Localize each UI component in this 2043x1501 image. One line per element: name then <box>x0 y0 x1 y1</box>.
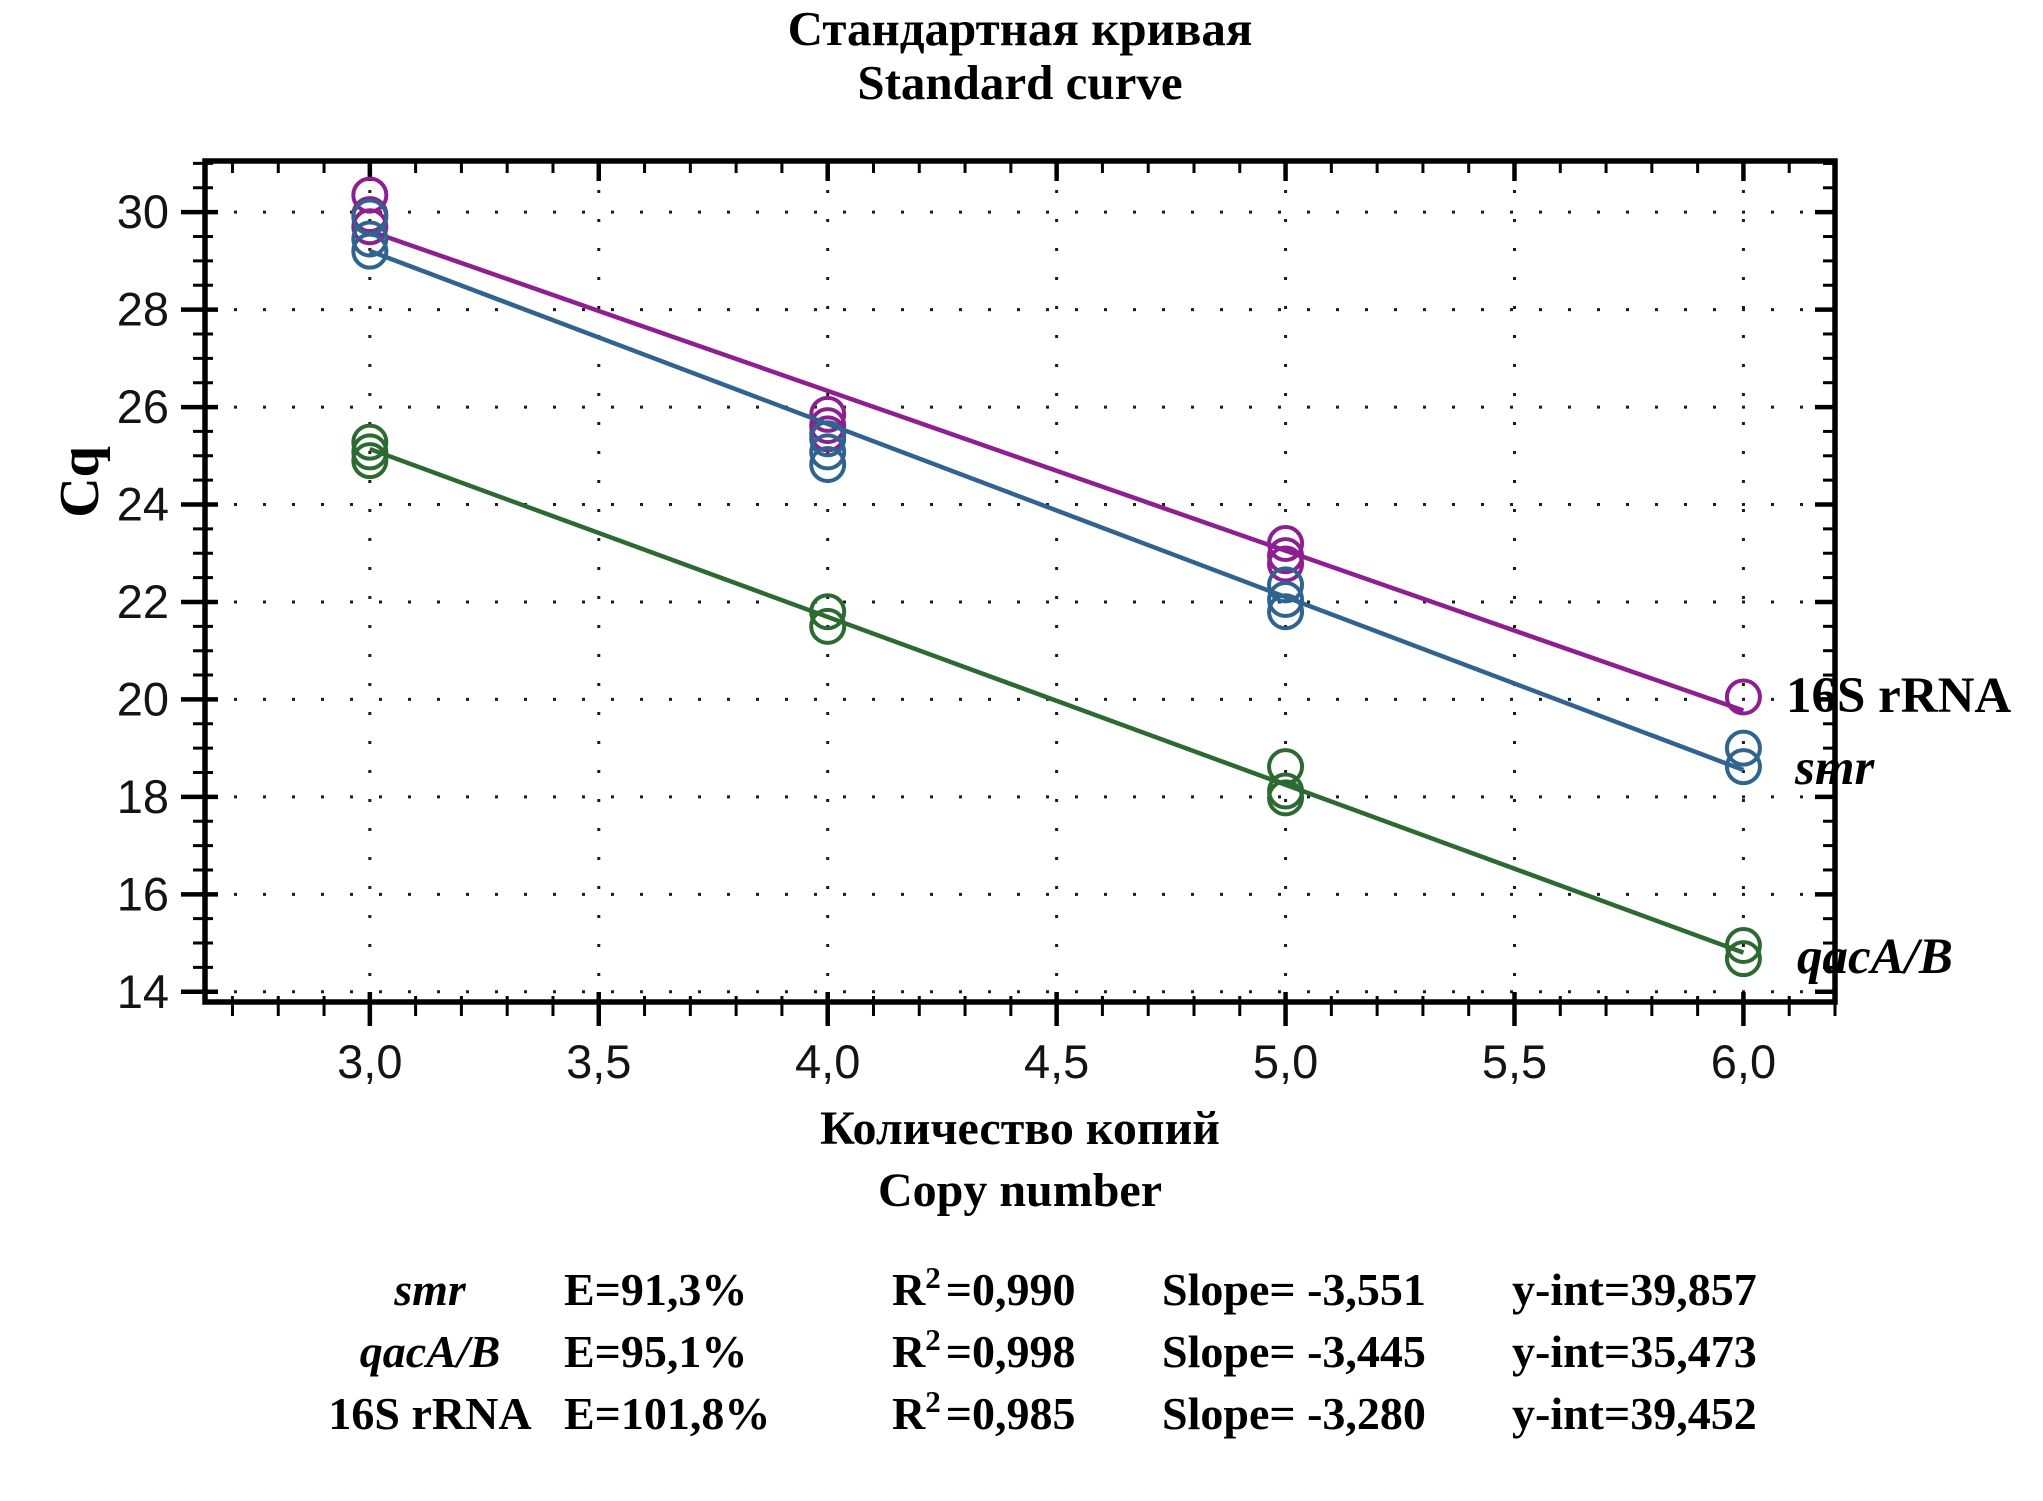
y-tick-label: 18 <box>117 770 169 823</box>
data-point <box>809 593 847 631</box>
data-point <box>1267 566 1305 604</box>
gene-name: qacA/B <box>359 1326 501 1377</box>
slope-value: Slope= -3,280 <box>1162 1388 1426 1439</box>
y-tick-label: 14 <box>117 965 169 1018</box>
efficiency-value: E=91,3% <box>564 1264 748 1315</box>
slope-value: Slope= -3,551 <box>1162 1264 1426 1315</box>
x-tick-label: 4,5 <box>1024 1035 1089 1088</box>
slope-value: Slope= -3,445 <box>1162 1326 1426 1377</box>
data-point <box>1724 926 1762 964</box>
x-tick-label: 3,5 <box>566 1035 631 1088</box>
stats-row-smr: smr E=91,3% R2 =0,990 Slope= -3,551 y-int… <box>0 1260 2043 1321</box>
data-point <box>351 208 389 246</box>
data-point <box>351 220 389 258</box>
y-tick-label: 22 <box>117 575 169 628</box>
y-intercept-value: y-int=35,473 <box>1512 1326 1757 1377</box>
data-point <box>1724 729 1762 767</box>
stats-row-qacab: qacA/B E=95,1% R2 =0,998 Slope= -3,445 y-… <box>0 1322 2043 1383</box>
gene-name: 16S rRNA <box>328 1388 532 1439</box>
chart-title: Стандартная кривая Standard curve <box>205 2 1835 110</box>
y-tick-label: 20 <box>117 672 169 725</box>
x-axis-title-en: Copy number <box>877 1164 1163 1217</box>
x-tick-label: 5,5 <box>1482 1035 1547 1088</box>
y-tick-label: 26 <box>117 380 169 433</box>
data-point <box>809 420 847 458</box>
gene-name: smr <box>394 1264 466 1315</box>
data-point <box>351 232 389 270</box>
data-point <box>1724 748 1762 786</box>
y-intercept-value: y-int=39,452 <box>1512 1388 1757 1439</box>
r-squared-value: R2 =0,998 <box>892 1322 1076 1378</box>
r-squared-value: R2 =0,985 <box>892 1384 1076 1440</box>
y-tick-label: 24 <box>117 478 169 531</box>
regression-line <box>369 446 1745 955</box>
series-label-qacab: qacA/B <box>1797 929 1953 985</box>
data-point <box>1267 779 1305 817</box>
r-squared-value: R2 =0,990 <box>892 1260 1076 1316</box>
data-point <box>809 395 847 433</box>
x-tick-label: 5,0 <box>1253 1035 1318 1088</box>
data-point <box>351 423 389 461</box>
x-axis-title-ru: Количество копий <box>820 1102 1220 1155</box>
data-point <box>1267 524 1305 562</box>
efficiency-value: E=95,1% <box>564 1326 748 1377</box>
r-value: =0,985 <box>945 1388 1076 1439</box>
x-axis-title: Количество копий Copy number <box>205 1098 1835 1222</box>
x-tick-label: 6,0 <box>1711 1035 1776 1088</box>
regression-line <box>369 228 1745 713</box>
y-tick-label: 30 <box>117 185 169 238</box>
x-tick-label: 4,0 <box>795 1035 860 1088</box>
r-exponent: 2 <box>925 1322 941 1357</box>
data-point <box>1267 545 1305 583</box>
y-intercept-value: y-int=39,857 <box>1512 1264 1757 1315</box>
data-point <box>809 433 847 471</box>
data-point <box>351 442 389 480</box>
r-symbol: R <box>892 1264 926 1315</box>
data-point <box>1267 581 1305 619</box>
plot-frame <box>202 158 1838 1005</box>
data-point <box>1724 940 1762 978</box>
data-point <box>809 446 847 484</box>
data-point <box>809 607 847 645</box>
regression-line <box>369 248 1745 773</box>
series-label-smr: smr <box>1795 740 1875 796</box>
series-label-16s-rrna: 16S rRNA <box>1786 668 2012 724</box>
r-exponent: 2 <box>925 1384 941 1419</box>
stats-row-16s-rrna: 16S rRNA E=101,8% R2 =0,985 Slope= -3,280… <box>0 1384 2043 1445</box>
data-point <box>351 433 389 471</box>
r-symbol: R <box>892 1388 926 1439</box>
data-point <box>1724 678 1762 716</box>
x-tick-label: 3,0 <box>337 1035 402 1088</box>
r-value: =0,990 <box>945 1264 1076 1315</box>
y-tick-label: 28 <box>117 283 169 336</box>
r-symbol: R <box>892 1326 926 1377</box>
r-value: =0,998 <box>945 1326 1076 1377</box>
r-exponent: 2 <box>925 1260 941 1295</box>
data-point <box>1267 593 1305 631</box>
y-tick-label: 16 <box>117 867 169 920</box>
chart-title-en: Standard curve <box>857 55 1183 110</box>
efficiency-value: E=101,8% <box>564 1388 771 1439</box>
chart-title-ru: Стандартная кривая <box>787 1 1253 56</box>
